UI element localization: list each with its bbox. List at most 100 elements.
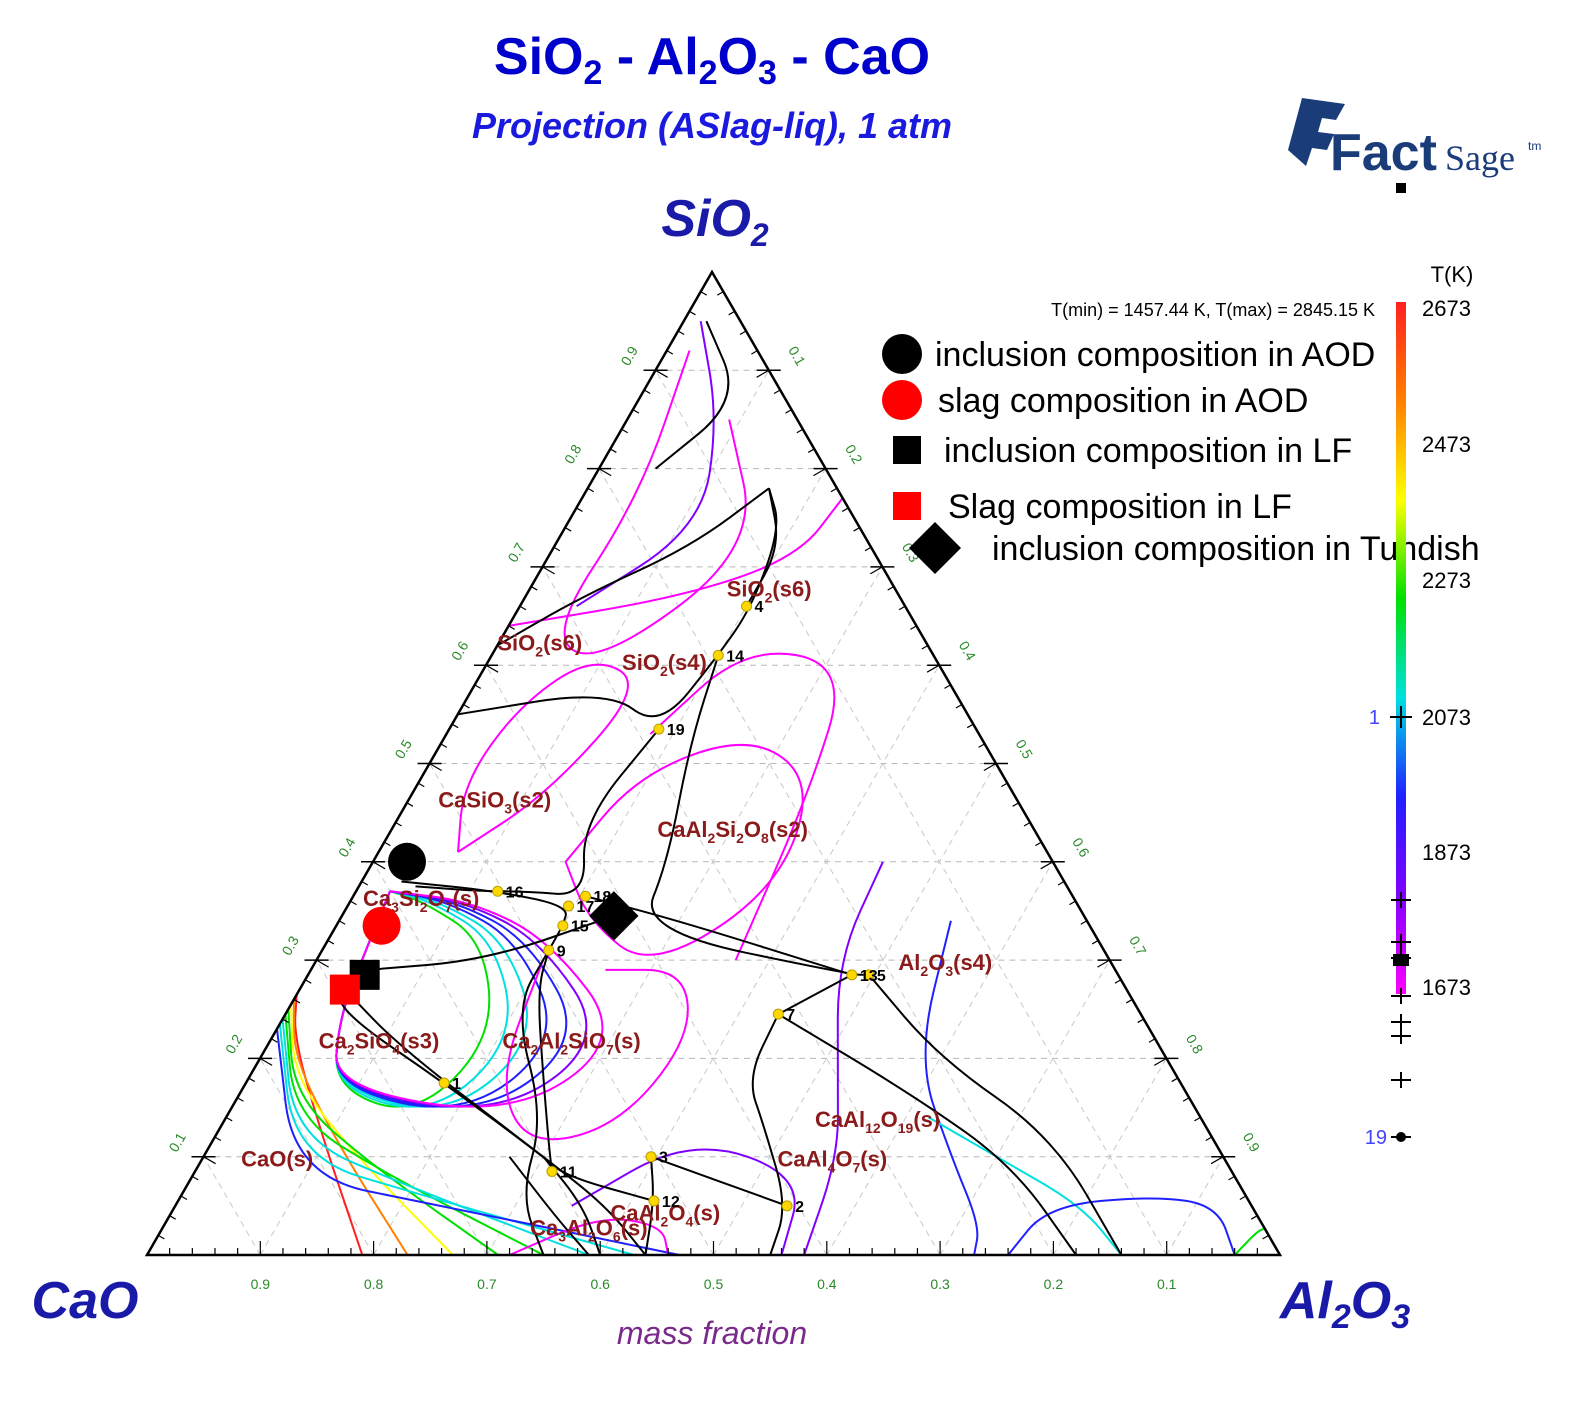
tick-mark xyxy=(350,900,357,906)
tick-mark xyxy=(338,920,346,925)
tick-mark xyxy=(1228,1175,1235,1181)
tick-label-left: 0.6 xyxy=(448,638,472,663)
tick-mark xyxy=(304,979,312,984)
tick-mark xyxy=(1194,1116,1201,1122)
tick-mark xyxy=(496,645,504,650)
phase-boundary-line xyxy=(538,950,553,1172)
tick-mark xyxy=(191,1175,199,1181)
tick-label-right: 0.1 xyxy=(785,343,809,368)
factsage-logo: Fact Sage tm xyxy=(1288,98,1541,182)
tick-mark xyxy=(429,762,442,772)
grid-line-al xyxy=(486,566,883,1256)
tick-mark xyxy=(157,1234,165,1240)
tick-mark xyxy=(1262,1234,1269,1240)
legend-marker xyxy=(909,522,961,574)
grid-line-ca xyxy=(372,861,601,1256)
phase-region-label: CaSiO3(s2) xyxy=(438,788,551,817)
tick-mark xyxy=(966,723,974,729)
tick-label-bottom: 0.6 xyxy=(590,1276,610,1292)
phase-boundary-line xyxy=(496,487,770,647)
invariant-point-label: 15 xyxy=(571,919,589,936)
grid-line-al xyxy=(826,861,1054,1256)
phase-boundary-line xyxy=(654,320,730,470)
composition-marker xyxy=(387,842,426,881)
isotherm-line xyxy=(1007,1197,1236,1256)
tick-mark xyxy=(553,546,561,552)
invariant-point-marker xyxy=(781,1200,793,1212)
isotherm-line xyxy=(576,321,715,608)
invariant-point-marker xyxy=(543,944,555,956)
tick-mark xyxy=(1210,1156,1224,1165)
tick-mark xyxy=(1137,1018,1144,1024)
invariant-point-marker xyxy=(492,885,504,897)
invariant-point-marker xyxy=(772,1008,784,1020)
tick-mark xyxy=(417,782,425,788)
invariant-point-marker xyxy=(557,920,569,932)
tick-mark xyxy=(609,448,617,453)
tick-mark xyxy=(1012,802,1020,807)
tick-mark xyxy=(451,723,459,729)
tick-mark xyxy=(395,821,402,827)
composition-marker xyxy=(362,906,401,945)
tick-mark xyxy=(463,704,470,709)
tick-mark xyxy=(926,664,940,673)
tick-mark xyxy=(864,546,872,552)
tick-mark xyxy=(1023,821,1031,827)
colorbar-top-marker xyxy=(1396,183,1406,193)
tick-mark xyxy=(841,507,849,512)
legend-entry-label: inclusion composition in AOD xyxy=(935,336,1375,374)
tick-mark xyxy=(293,998,301,1004)
tick-mark xyxy=(677,330,685,335)
phase-boundary-line xyxy=(650,655,869,976)
invariant-point-label: 16 xyxy=(506,884,524,901)
grid-line-ca xyxy=(485,664,828,1256)
tick-mark xyxy=(898,605,906,611)
tick-mark xyxy=(485,664,499,673)
tick-label-left: 0.7 xyxy=(504,540,528,565)
tick-mark xyxy=(955,704,963,709)
apex-label-al2o3: Al2O3 xyxy=(1278,1272,1410,1336)
tick-mark xyxy=(1040,861,1054,870)
legend-marker xyxy=(882,380,922,420)
legend-marker xyxy=(882,334,922,374)
colorbar-gradient xyxy=(1396,302,1406,994)
temperature-colorbar: T(K) 2673 2473 2273 2073 1873 1673 1 19 xyxy=(1365,183,1473,1149)
tick-mark xyxy=(530,586,538,591)
colorbar-point-label: 19 xyxy=(1365,1127,1387,1149)
isotherm-line xyxy=(276,1028,680,1256)
invariant-point-marker xyxy=(741,600,752,612)
grid-line-ca xyxy=(203,1156,261,1256)
phase-boundaries xyxy=(332,320,1123,1256)
invariant-point-label: 9 xyxy=(557,943,566,960)
invariant-point-label: 3 xyxy=(659,1150,668,1167)
tick-mark xyxy=(978,743,985,748)
tick-mark xyxy=(1125,998,1133,1004)
tick-mark xyxy=(361,880,369,886)
phase-boundary-line xyxy=(585,895,853,976)
tick-mark xyxy=(1182,1097,1190,1102)
phase-boundary-line xyxy=(521,949,550,1256)
phase-boundary-line xyxy=(457,488,778,718)
tick-mark xyxy=(1153,1057,1167,1066)
tick-label-left: 0.4 xyxy=(335,835,359,860)
invariant-point-marker xyxy=(546,1165,558,1177)
invariant-point-label: 14 xyxy=(726,648,744,665)
tick-mark xyxy=(180,1195,188,1201)
isotherm-line xyxy=(571,1148,796,1256)
tick-mark xyxy=(1250,1215,1258,1220)
isotherm-contours xyxy=(276,321,1270,1256)
colorbar-tick-label: 2273 xyxy=(1422,568,1471,593)
colorbar-tick-label: 2673 xyxy=(1422,296,1471,321)
tick-label-right: 0.6 xyxy=(1069,835,1093,860)
tick-mark xyxy=(1239,1195,1247,1201)
tick-mark xyxy=(830,487,838,493)
tick-mark xyxy=(739,330,747,335)
phase-region-label: SiO2(s6) xyxy=(497,630,582,659)
tick-mark xyxy=(632,409,640,414)
tick-mark xyxy=(621,428,628,434)
colorbar-tick-label: 2473 xyxy=(1422,432,1471,457)
colorbar-tick-label: 1873 xyxy=(1422,840,1471,865)
tick-mark xyxy=(1091,939,1099,945)
isotherm-line xyxy=(335,890,604,1108)
tick-label-right: 0.5 xyxy=(1013,737,1037,762)
